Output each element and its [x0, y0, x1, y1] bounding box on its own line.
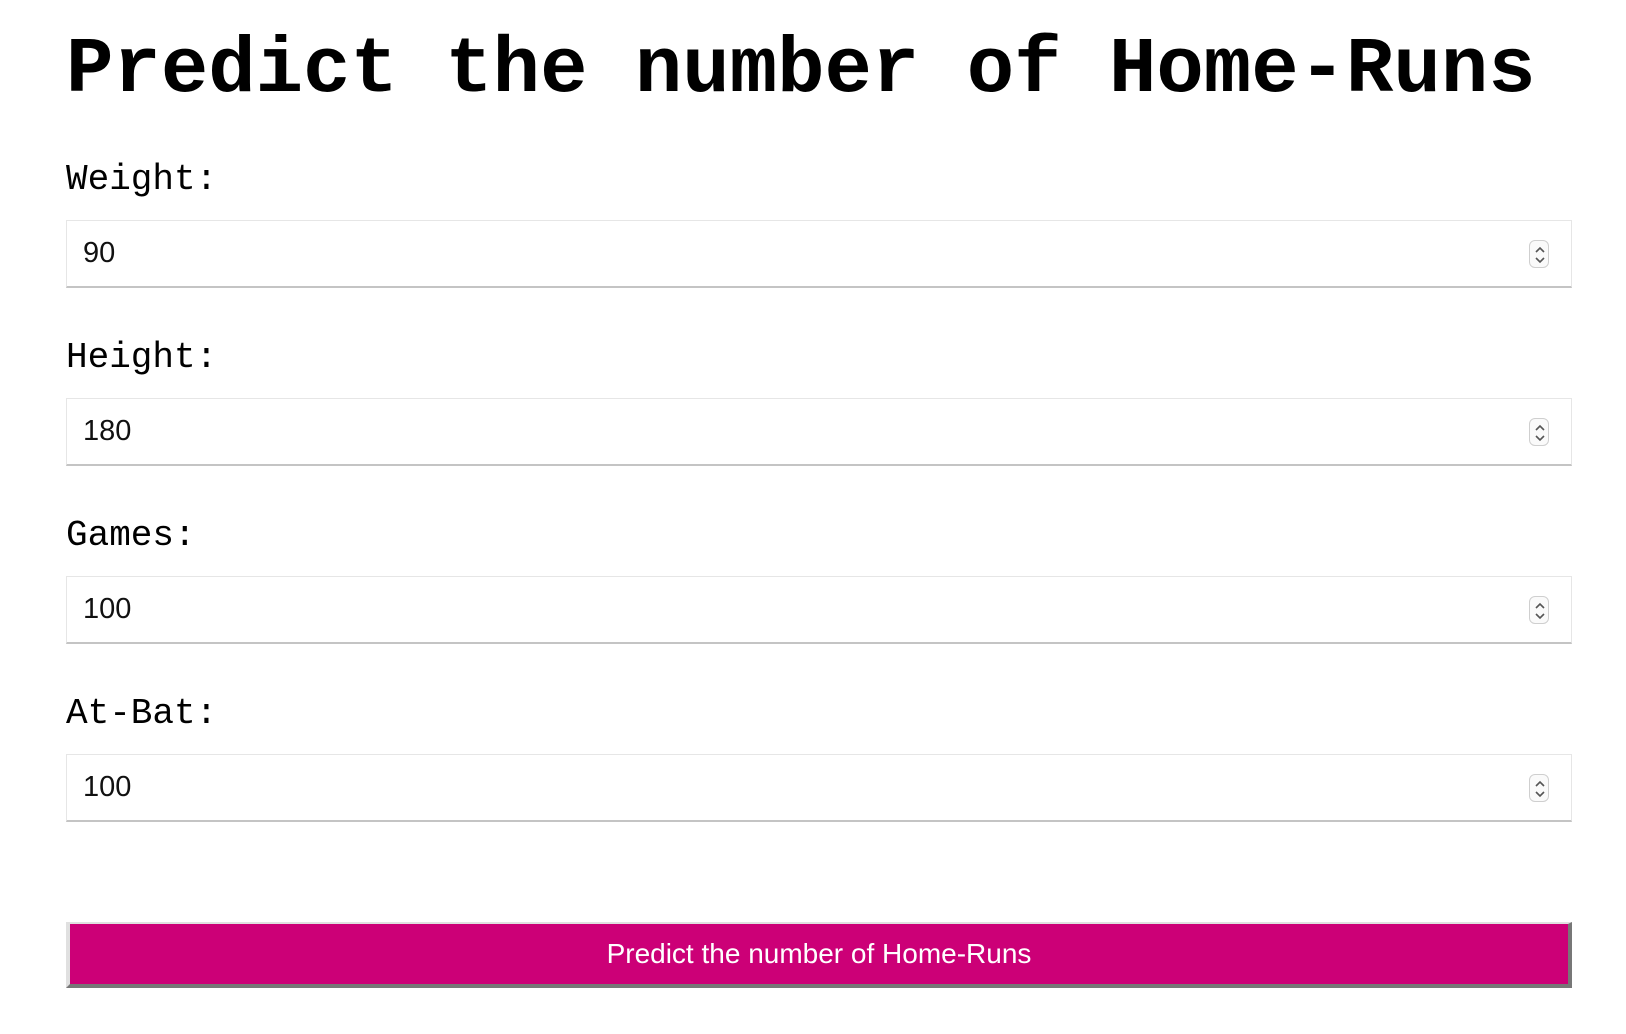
height-input[interactable] — [67, 399, 1507, 463]
page-container: Predict the number of Home-Runs Weight: … — [66, 0, 1572, 988]
weight-input-box — [66, 220, 1572, 288]
height-input-box — [66, 398, 1572, 466]
page-title: Predict the number of Home-Runs — [66, 25, 1536, 115]
weight-input[interactable] — [67, 221, 1507, 285]
height-stepper-icon[interactable] — [1529, 418, 1549, 446]
height-field-group: Height: — [66, 337, 1572, 466]
games-field-group: Games: — [66, 515, 1572, 644]
at-bat-field-group: At-Bat: — [66, 693, 1572, 822]
at-bat-input-box — [66, 754, 1572, 822]
games-input-box — [66, 576, 1572, 644]
height-label: Height: — [66, 337, 218, 378]
at-bat-stepper-icon[interactable] — [1529, 774, 1549, 802]
games-label: Games: — [66, 515, 196, 556]
at-bat-label: At-Bat: — [66, 693, 218, 734]
predict-button[interactable]: Predict the number of Home-Runs — [66, 922, 1572, 988]
weight-field-group: Weight: — [66, 159, 1572, 288]
weight-stepper-icon[interactable] — [1529, 240, 1549, 268]
games-input[interactable] — [67, 577, 1507, 641]
weight-label: Weight: — [66, 159, 218, 200]
games-stepper-icon[interactable] — [1529, 596, 1549, 624]
at-bat-input[interactable] — [67, 755, 1507, 819]
